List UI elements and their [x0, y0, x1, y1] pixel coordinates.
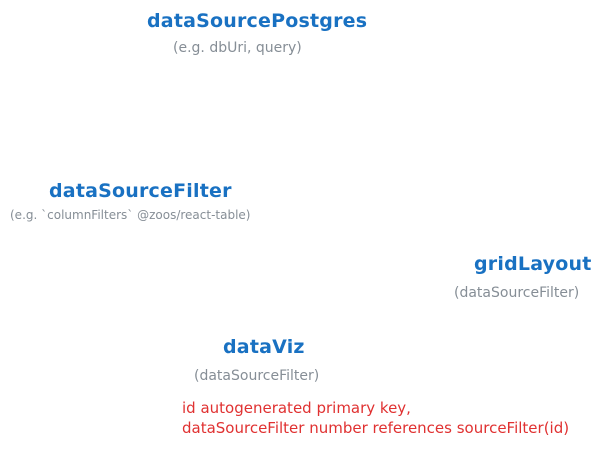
data-viz-title: dataViz [223, 336, 305, 358]
data-viz-note: id autogenerated primary key, dataSource… [182, 398, 569, 438]
grid-layout-title: gridLayout [474, 253, 592, 275]
data-source-filter-subtitle: (e.g. `columnFilters` @zoos/react-table) [10, 208, 251, 222]
note-line-2: dataSourceFilter number references sourc… [182, 419, 570, 437]
data-viz-subtitle: (dataSourceFilter) [194, 368, 320, 384]
note-line-1: id autogenerated primary key, [182, 399, 411, 417]
data-source-filter-title: dataSourceFilter [49, 180, 232, 202]
data-source-postgres-title: dataSourcePostgres [147, 10, 368, 32]
grid-layout-subtitle: (dataSourceFilter) [454, 285, 580, 301]
data-source-postgres-subtitle: (e.g. dbUri, query) [173, 40, 302, 56]
